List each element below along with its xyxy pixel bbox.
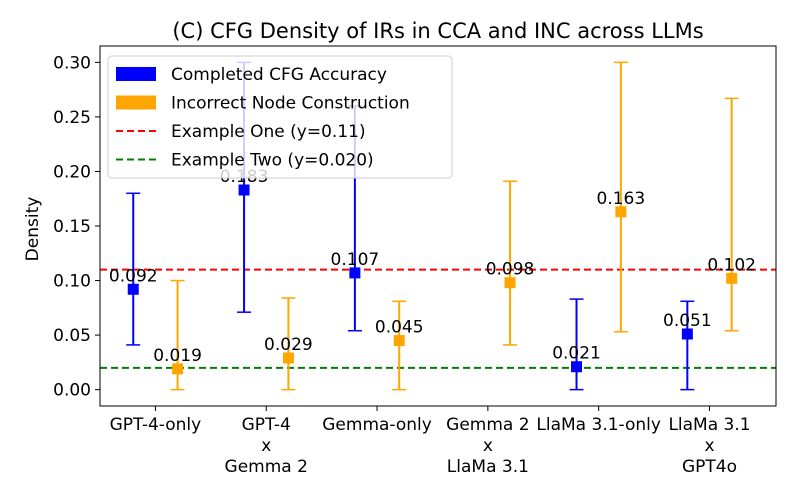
legend-box <box>107 55 453 179</box>
data-labels: 0.0920.1830.1070.0210.0510.0190.0290.045… <box>109 167 756 366</box>
data-point <box>393 335 405 347</box>
data-label: 0.051 <box>663 311 712 331</box>
data-point <box>615 206 627 218</box>
x-tick-label: Gemma 2 <box>225 457 308 477</box>
y-tick-label: 0.20 <box>53 162 91 182</box>
data-point <box>349 267 361 279</box>
x-tick-label: x <box>261 436 271 456</box>
y-tick-label: 0.00 <box>53 381 91 401</box>
data-label: 0.107 <box>331 250 380 270</box>
y-tick-label: 0.15 <box>53 217 91 237</box>
reference-lines <box>100 268 776 369</box>
x-tick-label: LlaMa 3.1 <box>668 415 750 435</box>
y-tick-label: 0.10 <box>53 272 91 292</box>
y-tick-label: 0.25 <box>53 108 91 128</box>
data-point <box>726 272 738 284</box>
data-label: 0.021 <box>552 344 601 364</box>
legend-label: Completed CFG Accuracy <box>171 65 387 85</box>
data-label: 0.045 <box>375 318 424 338</box>
data-point <box>681 328 693 340</box>
data-label: 0.029 <box>264 335 313 355</box>
y-axis-label: Density <box>23 197 43 262</box>
data-label: 0.019 <box>153 346 202 366</box>
x-tick-label: GPT-4 <box>242 415 291 435</box>
data-label: 0.163 <box>597 189 646 209</box>
axes: 0.00 0.05 0.10 0.15 0.20 0.25 0.30 GPT-4-only GP… <box>53 45 777 477</box>
data-point <box>571 361 583 373</box>
data-point <box>172 363 184 375</box>
data-label: 0.098 <box>486 260 535 280</box>
y-tick-label: 0.05 <box>53 326 91 346</box>
x-tick-label: GPT4o <box>682 457 737 477</box>
x-tick-label: x <box>483 436 493 456</box>
x-tick-label: Gemma 2 <box>446 415 529 435</box>
legend-swatch <box>116 95 156 110</box>
x-tick-label: x <box>704 436 714 456</box>
data-label: 0.102 <box>707 255 756 275</box>
data-point <box>504 277 516 289</box>
legend-label: Incorrect Node Construction <box>171 94 410 114</box>
data-label: 0.092 <box>109 266 158 286</box>
x-tick-label: LlaMa 3.1-only <box>536 415 661 435</box>
x-tick-label: Gemma-only <box>322 415 432 435</box>
x-tick-label: LlaMa 3.1 <box>447 457 529 477</box>
data-point <box>238 184 250 196</box>
data-point <box>282 352 294 364</box>
legend: Completed CFG Accuracy Incorrect Node Con… <box>107 55 453 179</box>
legend-label: Example Two (y=0.020) <box>171 151 374 171</box>
legend-swatch <box>116 67 156 81</box>
x-tick-label: GPT-4-only <box>110 415 202 435</box>
legend-label: Example One (y=0.11) <box>171 122 366 142</box>
chart-title: (C) CFG Density of IRs in CCA and INC ac… <box>172 19 703 43</box>
y-tick-label: 0.30 <box>53 53 91 73</box>
data-point <box>127 283 139 295</box>
